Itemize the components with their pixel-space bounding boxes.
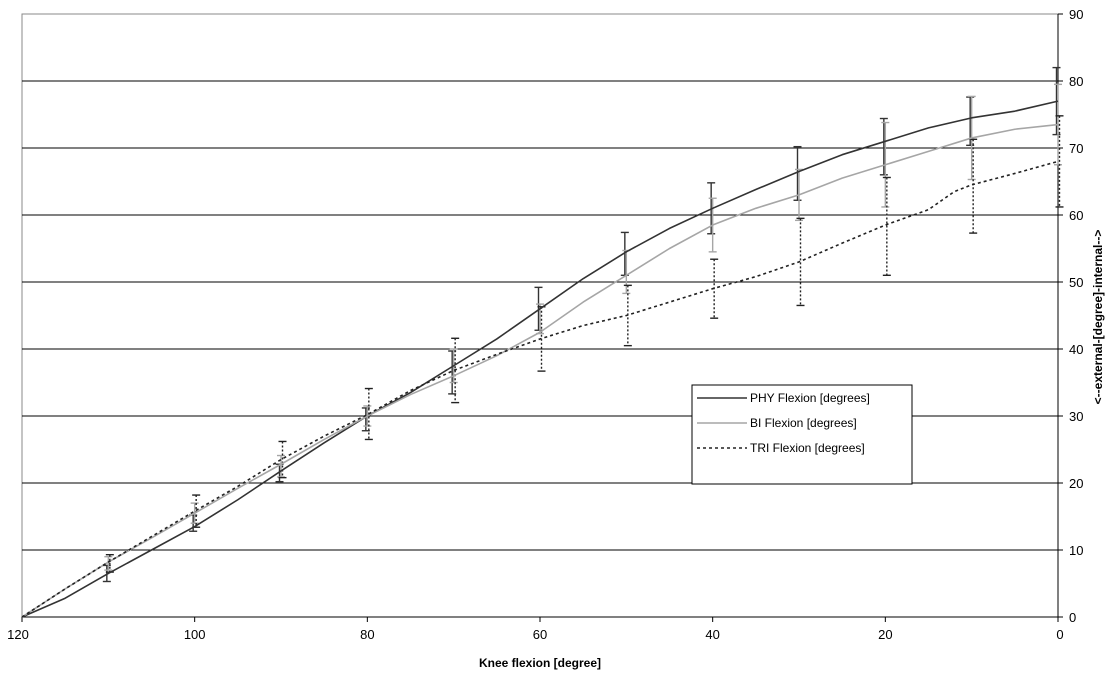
y-tick-label-50: 50 (1069, 275, 1083, 290)
y-tick-label-20: 20 (1069, 476, 1083, 491)
data-series (21, 100, 1059, 618)
series-line-0 (21, 100, 1059, 618)
y-tick-label-10: 10 (1069, 543, 1083, 558)
legend-label-tri: TRI Flexion [degrees] (750, 441, 865, 455)
legend-label-phy: PHY Flexion [degrees] (750, 391, 870, 405)
x-tick-label-20: 20 (878, 627, 892, 642)
y-tick-label-30: 30 (1069, 409, 1083, 424)
y-tick-label-40: 40 (1069, 342, 1083, 357)
y-tick-label-0: 0 (1069, 610, 1076, 625)
x-tick-label-60: 60 (533, 627, 547, 642)
y-tick-label-60: 60 (1069, 208, 1083, 223)
x-tick-label-40: 40 (705, 627, 719, 642)
legend-label-bi: BI Flexion [degrees] (750, 416, 857, 430)
x-axis-title: Knee flexion [degree] (479, 656, 601, 670)
y-tick-labels: 0 10 20 30 40 50 60 70 80 90 (1069, 7, 1083, 625)
series-line-2 (21, 160, 1059, 618)
legend: PHY Flexion [degrees] BI Flexion [degree… (691, 384, 913, 485)
y-tick-label-70: 70 (1069, 141, 1083, 156)
y-tick-label-80: 80 (1069, 74, 1083, 89)
series-line-1 (21, 123, 1059, 618)
x-tick-label-120: 120 (7, 627, 29, 642)
y-axis-title: <--external-[degree]-internal--> (1091, 230, 1105, 405)
x-tick-label-100: 100 (184, 627, 206, 642)
y-tick-label-90: 90 (1069, 7, 1083, 22)
x-tick-labels: 120 100 80 60 40 20 0 (7, 627, 1063, 642)
x-tick-label-80: 80 (360, 627, 374, 642)
x-tick-label-0: 0 (1056, 627, 1063, 642)
legend-box (691, 384, 913, 485)
